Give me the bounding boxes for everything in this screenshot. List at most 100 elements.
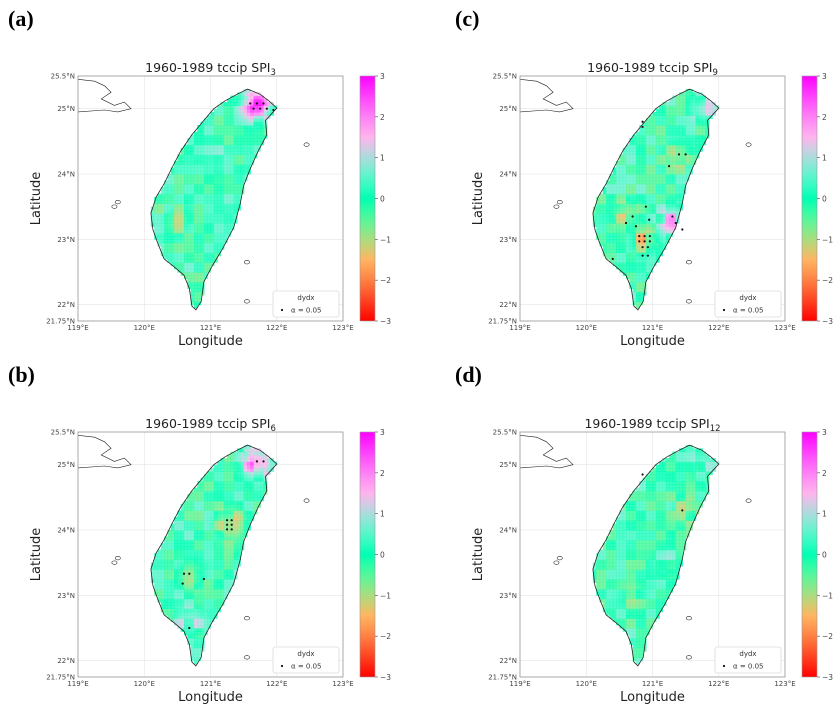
heatmap-cell bbox=[160, 601, 165, 606]
heatmap-cell bbox=[649, 484, 654, 489]
heatmap-cell bbox=[662, 125, 667, 129]
heatmap-cell bbox=[174, 219, 178, 224]
heatmap-cell bbox=[246, 95, 251, 100]
significance-dot bbox=[225, 519, 229, 522]
heatmap-cell bbox=[639, 654, 644, 658]
heatmap-cell bbox=[187, 503, 192, 508]
heatmap-cell bbox=[679, 474, 683, 479]
heatmap-cell bbox=[227, 484, 231, 489]
heatmap-cell bbox=[596, 232, 601, 237]
heatmap-cell bbox=[642, 539, 647, 544]
heatmap-cell bbox=[167, 219, 172, 224]
heatmap-cell bbox=[180, 160, 185, 165]
heatmap-cell bbox=[160, 187, 165, 191]
heatmap-cell bbox=[632, 621, 637, 626]
heatmap-cell bbox=[642, 144, 647, 149]
heatmap-cell bbox=[626, 520, 630, 525]
heatmap-cell bbox=[213, 562, 218, 567]
heatmap-cell bbox=[639, 196, 644, 201]
heatmap-cell bbox=[655, 477, 660, 482]
heatmap-cell bbox=[669, 487, 673, 492]
heatmap-cell bbox=[622, 516, 627, 521]
heatmap-cell bbox=[692, 484, 697, 489]
heatmap-cell bbox=[596, 565, 601, 570]
heatmap-cell bbox=[200, 278, 205, 283]
heatmap-cell bbox=[207, 526, 212, 531]
heatmap-cell bbox=[240, 487, 245, 492]
heatmap-cell bbox=[197, 484, 202, 489]
heatmap-cell bbox=[642, 552, 647, 557]
heatmap-cell bbox=[217, 579, 222, 583]
heatmap-cell bbox=[659, 147, 664, 152]
heatmap-cell bbox=[622, 621, 627, 626]
heatmap-cell bbox=[197, 154, 202, 159]
heatmap-cell bbox=[180, 249, 185, 253]
heatmap-cell bbox=[702, 121, 707, 126]
heatmap-cell bbox=[184, 565, 188, 570]
heatmap-cell bbox=[679, 510, 683, 515]
heatmap-cell bbox=[655, 549, 660, 554]
heatmap-cell bbox=[164, 552, 169, 557]
heatmap-cell bbox=[157, 569, 162, 574]
heatmap-cell bbox=[649, 255, 654, 260]
heatmap-cell bbox=[253, 92, 258, 97]
heatmap-cell bbox=[665, 102, 670, 106]
heatmap-cell bbox=[184, 621, 188, 626]
heatmap-cell bbox=[170, 209, 175, 214]
heatmap-cell bbox=[170, 530, 175, 534]
heatmap-cell bbox=[237, 151, 241, 155]
heatmap-cell bbox=[203, 510, 208, 515]
heatmap-cell bbox=[240, 530, 245, 534]
heatmap-cell bbox=[626, 174, 630, 178]
heatmap-cell bbox=[253, 461, 258, 466]
heatmap-cell bbox=[164, 611, 169, 616]
heatmap-cell bbox=[652, 562, 657, 567]
heatmap-cell bbox=[184, 546, 188, 551]
heatmap-cell bbox=[662, 588, 667, 593]
heatmap-cell bbox=[606, 575, 611, 580]
heatmap-cell bbox=[177, 183, 182, 188]
heatmap-cell bbox=[616, 200, 620, 204]
heatmap-cell bbox=[609, 245, 614, 250]
colorbar-tick-label: 3 bbox=[822, 72, 827, 81]
heatmap-cell bbox=[164, 223, 169, 227]
heatmap-cell bbox=[659, 510, 664, 515]
heatmap-cell bbox=[243, 471, 248, 476]
heatmap-cell bbox=[210, 258, 215, 263]
heatmap-cell bbox=[609, 546, 614, 551]
heatmap-cell bbox=[210, 601, 215, 606]
heatmap-cell bbox=[669, 467, 673, 472]
heatmap-cell bbox=[193, 657, 198, 662]
significance-dot bbox=[641, 254, 644, 257]
heatmap-cell bbox=[688, 160, 693, 165]
heatmap-cell bbox=[217, 138, 222, 142]
heatmap-cell bbox=[177, 520, 182, 525]
heatmap-cell bbox=[233, 484, 238, 489]
heatmap-cell bbox=[635, 141, 640, 146]
heatmap-cell bbox=[227, 200, 231, 204]
heatmap-cell bbox=[177, 530, 182, 534]
heatmap-cell bbox=[619, 258, 624, 263]
heatmap-cell bbox=[237, 461, 241, 466]
heatmap-cell bbox=[662, 467, 667, 472]
heatmap-cell bbox=[227, 134, 231, 139]
heatmap-cell bbox=[230, 200, 235, 204]
heatmap-cell bbox=[692, 98, 697, 103]
heatmap-cell bbox=[193, 526, 198, 531]
heatmap-cell bbox=[207, 141, 212, 146]
heatmap-cell bbox=[197, 562, 202, 567]
heatmap-cell bbox=[217, 494, 222, 498]
heatmap-cell bbox=[659, 177, 664, 182]
heatmap-cell bbox=[220, 484, 225, 489]
heatmap-cell bbox=[154, 232, 159, 237]
heatmap-cell bbox=[645, 533, 650, 538]
heatmap-cell bbox=[675, 167, 680, 172]
heatmap-cell bbox=[599, 598, 604, 603]
heatmap-cell bbox=[639, 219, 644, 224]
heatmap-cell bbox=[675, 190, 680, 195]
heatmap-cell bbox=[616, 177, 620, 182]
heatmap-cell bbox=[253, 151, 258, 155]
heatmap-cell bbox=[679, 559, 683, 564]
heatmap-cell bbox=[220, 579, 225, 583]
heatmap-cell bbox=[193, 252, 198, 257]
